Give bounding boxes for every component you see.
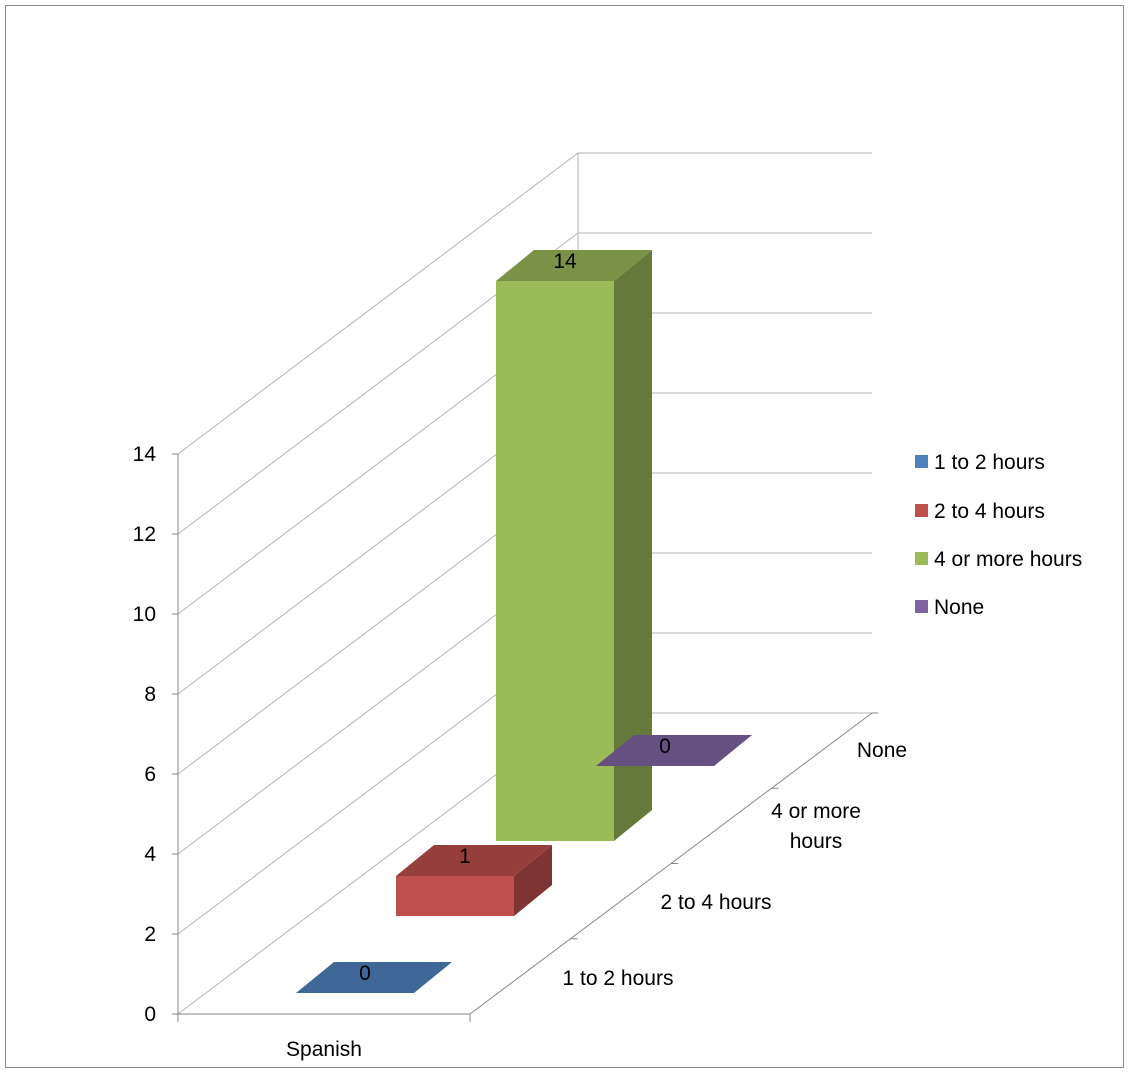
category-label: Spanish (286, 1038, 362, 1061)
labels: 0 1 14 0 (359, 250, 671, 985)
y-tick-label: 0 (144, 1003, 156, 1026)
legend-swatch (915, 552, 928, 565)
bar-front (496, 281, 614, 841)
bar-top (496, 250, 652, 281)
depth-label: 2 to 4 hours (661, 891, 772, 914)
legend-label: 1 to 2 hours (934, 451, 1045, 474)
y-tick-label: 6 (144, 763, 156, 786)
legend-swatch (915, 600, 928, 613)
legend-label: 4 or more hours (934, 548, 1082, 571)
y-tick-label: 8 (144, 683, 156, 706)
data-label: 0 (659, 735, 671, 758)
bar-1-to-2-hours (296, 962, 452, 993)
bar-none (596, 735, 752, 766)
legend: 1 to 2 hours 2 to 4 hours 4 or more hours N… (915, 451, 1082, 619)
y-tick-label: 14 (133, 443, 157, 466)
depth-label-line: 4 or more (771, 800, 861, 823)
y-tick-label: 10 (133, 603, 156, 626)
legend-swatch (915, 504, 928, 517)
bar-side (614, 250, 652, 841)
bar-4-or-more-hours (496, 250, 652, 841)
y-tick-label: 2 (144, 923, 156, 946)
bar-top (296, 962, 452, 993)
bars (296, 250, 752, 993)
depth-label: 1 to 2 hours (563, 967, 674, 990)
depth-label: 4 or more hours (771, 800, 861, 853)
bar-side (514, 845, 552, 916)
side-gridline (177, 152, 579, 455)
bar-top (396, 845, 552, 876)
bar-top (596, 735, 752, 766)
depth-label-line: hours (790, 830, 843, 853)
data-label: 1 (459, 845, 471, 868)
legend-label: None (934, 596, 984, 619)
legend-swatch (915, 455, 928, 468)
data-label: 14 (553, 250, 577, 273)
data-label: 0 (359, 962, 371, 985)
y-tick-label: 12 (133, 523, 156, 546)
bar-front (396, 876, 514, 916)
y-tick-label: 4 (144, 843, 156, 866)
bar-2-to-4-hours (396, 845, 552, 916)
legend-label: 2 to 4 hours (934, 500, 1045, 523)
depth-label: None (857, 739, 907, 762)
